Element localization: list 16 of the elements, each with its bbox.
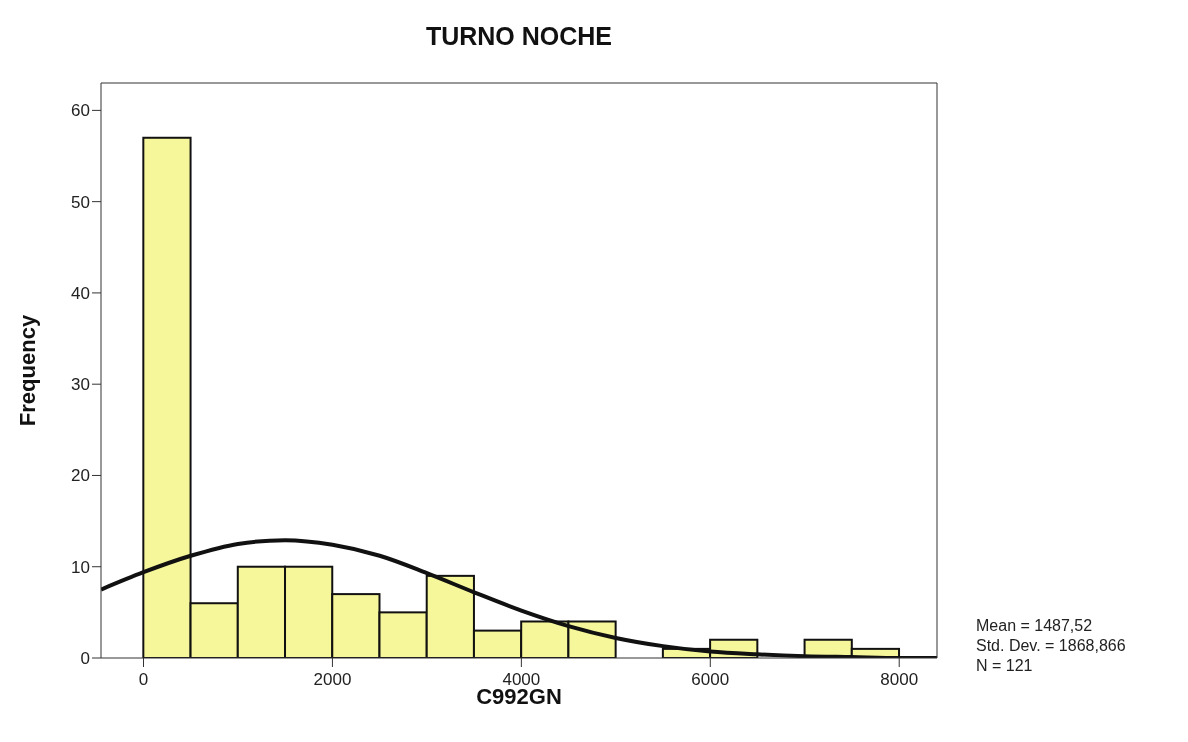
y-tick-label: 30 xyxy=(71,375,90,395)
y-tick-label: 60 xyxy=(71,101,90,121)
y-tick-label: 0 xyxy=(80,649,90,669)
x-tick-label: 2000 xyxy=(313,670,352,690)
y-tick-label: 50 xyxy=(71,192,90,212)
y-tick-label: 10 xyxy=(71,557,90,577)
x-tick-label: 8000 xyxy=(880,670,919,690)
x-tick-label: 0 xyxy=(138,670,149,690)
text: N = 121 xyxy=(976,656,1034,676)
x-tick-label: 6000 xyxy=(691,670,730,690)
text: Std. Dev. = 1868,866 xyxy=(976,636,1126,656)
y-tick-label: 40 xyxy=(71,283,90,303)
chart-title: TURNO NOCHE xyxy=(424,22,614,51)
y-axis-title: Frequency xyxy=(14,314,40,427)
y-tick-label: 20 xyxy=(71,466,90,486)
text: Mean = 1487,52 xyxy=(976,616,1094,636)
